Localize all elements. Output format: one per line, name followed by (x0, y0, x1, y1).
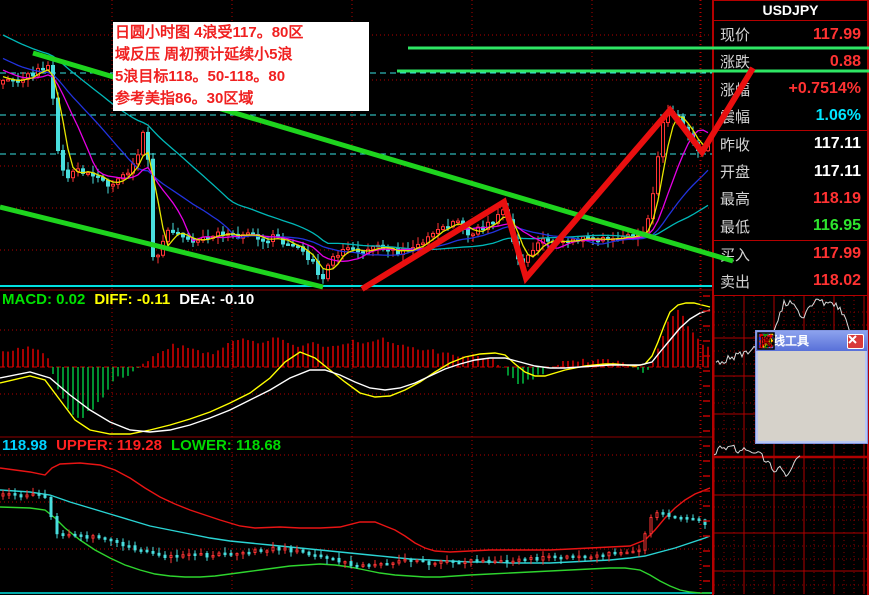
draw-tools-window[interactable]: 画线工具 T G G % (755, 330, 868, 444)
quote-row: 现价 117.99 (714, 21, 867, 48)
boll-label: 118.98 UPPER: 119.28 LOWER: 118.68 (2, 437, 290, 454)
quote-row-value: 117.99 (812, 25, 861, 43)
quote-row-value: 118.02 (812, 272, 861, 290)
analysis-note-line: 5浪目标118。50-118。80 (115, 68, 286, 85)
draw-tools-grid: T G G % A (757, 332, 865, 441)
text-tool[interactable]: A (761, 334, 837, 419)
quote-row-value: 116.95 (812, 217, 861, 234)
parallel-lines-tool[interactable] (759, 335, 837, 375)
boll-value: 118.98 (2, 437, 48, 454)
quote-group: 买入 117.99 卖出 118.02 (714, 241, 867, 296)
quote-row-value: 117.11 (813, 162, 861, 180)
quote-row-label: 开盘 (720, 164, 751, 182)
macd-label: MACD: 0.02 DIFF: -0.11 DEA: -0.10 (2, 291, 263, 308)
quote-row: 卖出 118.02 (714, 268, 867, 295)
dea-value: DEA: -0.10 (179, 291, 255, 308)
quote-row-value: +0.7514% (788, 80, 861, 97)
quote-row: 买入 117.99 (714, 241, 867, 268)
quote-group: 现价 117.99 涨跌 0.88 涨幅 +0.7514% 震幅 1.06% (714, 21, 867, 131)
quote-row-label: 涨幅 (720, 81, 751, 99)
diff-value: DIFF: -0.11 (94, 291, 171, 308)
quote-row-value: 0.88 (829, 52, 861, 70)
macd-value: MACD: 0.02 (2, 291, 86, 308)
hide-tool[interactable]: 隐 (757, 332, 810, 441)
quote-row: 涨跌 0.88 (714, 48, 867, 75)
quote-row-value: 117.11 (813, 135, 861, 153)
quote-row-label: 最低 (720, 218, 751, 236)
up-arrow-tool[interactable] (759, 333, 783, 419)
rectangle-tool[interactable] (757, 334, 810, 375)
quote-row-label: 涨跌 (720, 54, 751, 72)
quote-group: 昨收 117.11 开盘 117.11 最高 118.19 最低 116.95 (714, 131, 867, 241)
delete-tool[interactable] (758, 333, 783, 441)
draw-tools-titlebar[interactable]: 画线工具 (756, 331, 867, 351)
quote-table: 现价 117.99 涨跌 0.88 涨幅 +0.7514% 震幅 1.06% 昨收 117.11 开… (714, 21, 867, 296)
quote-row-label: 现价 (720, 27, 751, 45)
quote-row: 昨收 117.11 (714, 131, 867, 158)
fan-lines-tool[interactable] (758, 332, 864, 397)
quote-row-value: 118.19 (812, 189, 861, 207)
quote-row: 最低 116.95 (714, 212, 867, 239)
hide-tool-glyph: 隐 (760, 335, 772, 349)
vertical-lines-text-tool[interactable]: T (759, 334, 864, 375)
down-arrow-tool[interactable] (760, 334, 810, 419)
quote-row-label: 震幅 (720, 108, 751, 126)
quote-row: 最高 118.19 (714, 185, 867, 212)
quote-row-value: 117.99 (812, 245, 861, 263)
boll-lower-value: LOWER: 118.68 (170, 437, 282, 454)
trend-line-tool[interactable] (758, 333, 783, 375)
analysis-note-line: 域反压 周初预计延续小5浪 (115, 46, 293, 63)
quote-row-label: 昨收 (720, 136, 751, 154)
quote-row: 震幅 1.06% (714, 103, 867, 130)
golden-section-horizontal-tool[interactable]: G (758, 334, 783, 397)
quote-row: 涨幅 +0.7514% (714, 75, 867, 102)
analysis-note-line: 参考美指86。30区域 (115, 90, 254, 107)
boll-upper-value: UPPER: 119.28 (56, 437, 162, 454)
percent-lines-tool[interactable]: % (758, 335, 837, 397)
quote-row-value: 1.06% (815, 107, 861, 125)
quote-sidebar: USDJPY 现价 117.99 涨跌 0.88 涨幅 +0.7514% 震幅 1.06% 昨收… (712, 0, 869, 595)
eraser-tool[interactable] (758, 334, 864, 419)
quote-row-label: 买入 (720, 246, 751, 264)
analysis-note[interactable]: 日圆小时图 4浪受117。80区 域反压 周初预计延续小5浪 5浪目标118。5… (113, 22, 369, 111)
golden-section-vertical-tool[interactable]: G (758, 334, 810, 397)
analysis-note-line: 日圆小时图 4浪受117。80区 (115, 24, 304, 41)
close-icon[interactable] (847, 334, 864, 349)
symbol-title: USDJPY (714, 1, 867, 21)
quote-row-label: 最高 (720, 191, 751, 209)
quote-row-label: 卖出 (720, 273, 751, 291)
quote-row: 开盘 117.11 (714, 158, 867, 185)
